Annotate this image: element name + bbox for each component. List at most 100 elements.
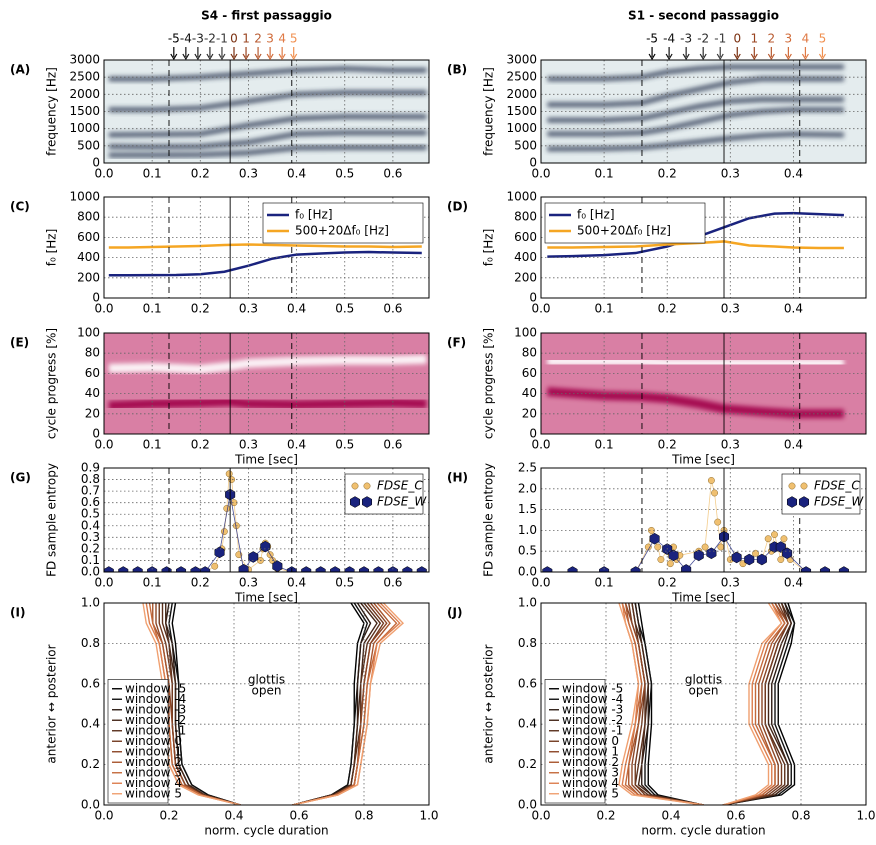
- window-label: 4: [802, 32, 810, 46]
- x-tick-label: 0.5: [335, 167, 354, 181]
- y-axis-label: anterior ↔ posterior: [482, 644, 496, 763]
- y-tick-label: 500: [77, 138, 100, 152]
- window-arrowhead: [194, 53, 202, 61]
- formant-band: [108, 90, 427, 113]
- axes-frame: [540, 59, 867, 164]
- formant-band: [547, 96, 844, 123]
- window-arrowhead: [182, 53, 190, 61]
- y-tick-label: 80: [85, 346, 100, 360]
- y-tick-label: 1000: [506, 190, 537, 204]
- x-axis-label: norm. cycle duration: [204, 824, 328, 838]
- window-label: 4: [278, 32, 286, 46]
- y-tick-label: 1000: [69, 190, 100, 204]
- legend-box: [544, 202, 706, 244]
- point: [668, 549, 679, 562]
- y-axis-label: f₀ [Hz]: [45, 229, 59, 267]
- y-axis-label: frequency [Hz]: [482, 67, 496, 156]
- legend-marker: [351, 482, 359, 490]
- y-tick-label: 0.9: [81, 461, 100, 475]
- glottal-edge: [722, 603, 783, 805]
- series-line: [547, 211, 844, 258]
- y-tick-label: 2500: [506, 70, 537, 84]
- legend-marker: [363, 482, 371, 490]
- panel-label: (G): [10, 471, 31, 485]
- glottal-edge: [722, 603, 796, 805]
- axes-frame: [103, 196, 430, 299]
- x-tick-label: 0.4: [784, 167, 803, 181]
- formant-band: [108, 145, 427, 158]
- window-label: -2: [204, 32, 216, 46]
- legend-label: FDSE_C: [377, 479, 423, 493]
- legend-label: FDSE_W: [377, 495, 427, 509]
- point: [701, 543, 709, 551]
- point: [666, 560, 674, 568]
- y-axis-label: frequency [Hz]: [45, 67, 59, 156]
- y-axis-label: cycle progress [%]: [482, 328, 496, 439]
- glottal-edge: [722, 603, 786, 805]
- y-tick-label: 0.0: [81, 565, 100, 579]
- x-tick-label: 0.0: [531, 576, 550, 590]
- x-tick-label: 0.6: [383, 167, 402, 181]
- y-tick-label: 0.0: [81, 798, 100, 812]
- x-tick-label: 0.3: [239, 438, 258, 452]
- y-axis-label: FD sample entropy: [45, 463, 59, 577]
- y-tick-label: 0.8: [518, 636, 537, 650]
- y-tick-label: 500: [514, 138, 537, 152]
- x-tick-label: 0.0: [94, 167, 113, 181]
- window-arrowhead: [218, 53, 226, 61]
- point: [260, 540, 271, 553]
- point: [681, 564, 692, 572]
- legend-label: window -1: [125, 723, 186, 737]
- point: [649, 532, 660, 545]
- y-tick-label: 800: [77, 210, 100, 224]
- window-arrowhead: [682, 53, 690, 61]
- panel-label: (D): [447, 200, 468, 214]
- x-tick-label: 0.1: [595, 438, 614, 452]
- point: [752, 549, 760, 557]
- point: [248, 551, 259, 563]
- window-arrowhead: [767, 53, 775, 61]
- x-axis-label: Time [sec]: [234, 453, 298, 467]
- panel-label: (B): [447, 63, 467, 77]
- plot-area: [104, 470, 427, 572]
- annotation: glottis: [248, 672, 285, 686]
- window-arrowhead: [818, 53, 826, 61]
- y-tick-label: 400: [514, 250, 537, 264]
- x-tick-label: 0.4: [661, 809, 680, 823]
- x-tick-label: 0.4: [784, 302, 803, 316]
- y-axis-label: anterior ↔ posterior: [45, 644, 59, 763]
- legend-label: 500+20Δf₀ [Hz]: [295, 224, 389, 238]
- y-tick-label: 0.6: [81, 495, 100, 509]
- legend-label: window -4: [125, 692, 186, 706]
- panel-label: (I): [10, 606, 25, 620]
- annotation: open: [689, 683, 719, 697]
- legend-label: FDSE_W: [814, 495, 864, 509]
- formant-band: [547, 64, 844, 82]
- x-tick-label: 0.2: [596, 809, 615, 823]
- y-tick-label: 3000: [506, 53, 537, 67]
- plot-area: [541, 60, 866, 163]
- x-axis-label: norm. cycle duration: [641, 824, 765, 838]
- point: [771, 531, 778, 539]
- point: [717, 543, 725, 551]
- x-tick-label: 0.6: [383, 438, 402, 452]
- y-tick-label: 2000: [506, 87, 537, 101]
- x-tick-label: 0.6: [726, 809, 745, 823]
- annotation: glottis: [685, 672, 722, 686]
- y-axis-label: FD sample entropy: [482, 463, 496, 577]
- series-line: [108, 243, 422, 249]
- point: [301, 566, 312, 572]
- x-tick-label: 0.2: [658, 576, 677, 590]
- panel-label: (E): [10, 336, 29, 350]
- x-tick-label: 0.0: [94, 576, 113, 590]
- x-tick-label: 0.3: [721, 438, 740, 452]
- x-tick-label: 0.1: [143, 576, 162, 590]
- series-line: [547, 240, 844, 250]
- y-tick-label: 0: [92, 427, 100, 441]
- point: [819, 566, 830, 572]
- y-tick-label: 0.8: [81, 472, 100, 486]
- x-tick-label: 0.6: [383, 576, 402, 590]
- window-arrowhead: [230, 53, 238, 61]
- x-tick-label: 0.4: [287, 302, 306, 316]
- point: [801, 566, 812, 572]
